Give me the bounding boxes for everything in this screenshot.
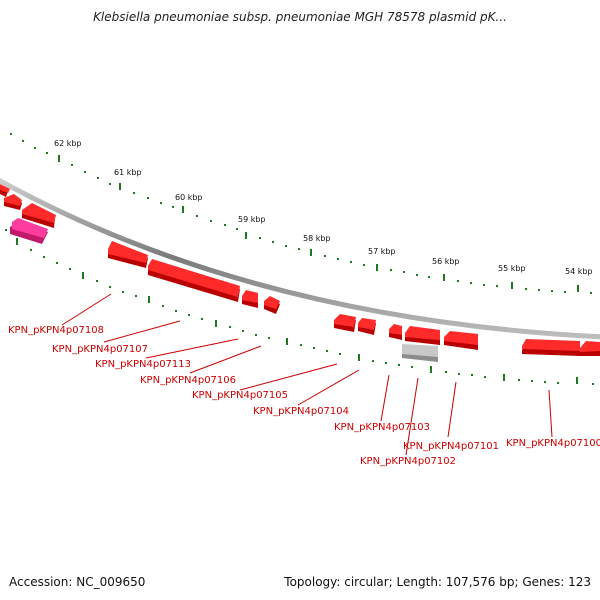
major-tick [82, 272, 84, 279]
gene-arrow [444, 331, 478, 350]
major-tick [577, 285, 579, 292]
map-title: Klebsiella pneumoniae subsp. pneumoniae … [93, 10, 507, 24]
kbp-label: 56 kbp [432, 257, 460, 266]
kbp-label: 54 kbp [565, 267, 593, 276]
gene-arrow [0, 184, 10, 197]
gene-arrow [580, 341, 600, 356]
kbp-label: 58 kbp [303, 234, 331, 243]
gene-arrow-highlight [10, 218, 48, 244]
gene-features [0, 184, 600, 362]
kbp-label: 59 kbp [238, 215, 266, 224]
major-tick [430, 366, 432, 373]
kbp-label: 57 kbp [368, 247, 396, 256]
major-tick [215, 320, 217, 327]
outer-tick-ring [10, 133, 592, 294]
accession-text: Accession: NC_009650 [9, 575, 146, 589]
kbp-label: 55 kbp [498, 264, 526, 273]
gene-arrow [148, 259, 240, 302]
major-tick [148, 296, 150, 303]
gene-label: KPN_pKPN4p07103 [334, 422, 430, 433]
kbp-label: 60 kbp [175, 193, 203, 202]
topology-summary: Topology: circular; Length: 107,576 bp; … [284, 575, 591, 589]
kbp-label: 61 kbp [114, 168, 142, 177]
gene-arrow-other [402, 344, 438, 362]
major-tick [443, 274, 445, 281]
gene-label: KPN_pKPN4p07101 [403, 441, 499, 452]
gene-label: KPN_pKPN4p07106 [140, 375, 236, 386]
major-tick [576, 377, 578, 384]
major-tick [511, 282, 513, 289]
gene-label: KPN_pKPN4p07107 [52, 344, 148, 355]
major-tick [16, 238, 18, 245]
gene-arrow [334, 314, 356, 332]
gene-labels: KPN_pKPN4p07108 KPN_pKPN4p07107 KPN_pKPN… [8, 325, 600, 467]
gene-label: KPN_pKPN4p07100 [506, 438, 600, 449]
gene-arrow [108, 241, 148, 268]
gene-arrow [242, 290, 258, 308]
major-tick [310, 249, 312, 256]
gene-arrow [4, 194, 22, 210]
gene-label: KPN_pKPN4p07108 [8, 325, 104, 336]
gene-label: KPN_pKPN4p07102 [360, 456, 456, 467]
gene-arrow [22, 203, 56, 228]
major-tick [376, 264, 378, 271]
major-tick [58, 155, 60, 162]
inner-tick-ring [5, 229, 594, 385]
kbp-label: 62 kbp [54, 139, 82, 148]
gene-label: KPN_pKPN4p07105 [192, 390, 288, 401]
gene-label: KPN_pKPN4p07113 [95, 359, 191, 370]
gene-label: KPN_pKPN4p07104 [253, 406, 349, 417]
major-tick [286, 338, 288, 345]
plasmid-backbone [0, 177, 600, 340]
gene-arrow [264, 296, 280, 314]
major-tick [245, 232, 247, 239]
gene-arrow [358, 318, 376, 335]
gene-arrow [522, 339, 580, 356]
major-tick [182, 206, 184, 213]
major-tick [119, 183, 121, 190]
gene-leader-lines [61, 293, 553, 456]
major-tick [358, 354, 360, 361]
kbp-labels: 62 kbp 61 kbp 60 kbp 59 kbp 58 kbp 57 kb… [54, 139, 593, 276]
major-tick [503, 374, 505, 381]
gene-arrow [389, 324, 402, 340]
gene-arrow [405, 326, 440, 345]
